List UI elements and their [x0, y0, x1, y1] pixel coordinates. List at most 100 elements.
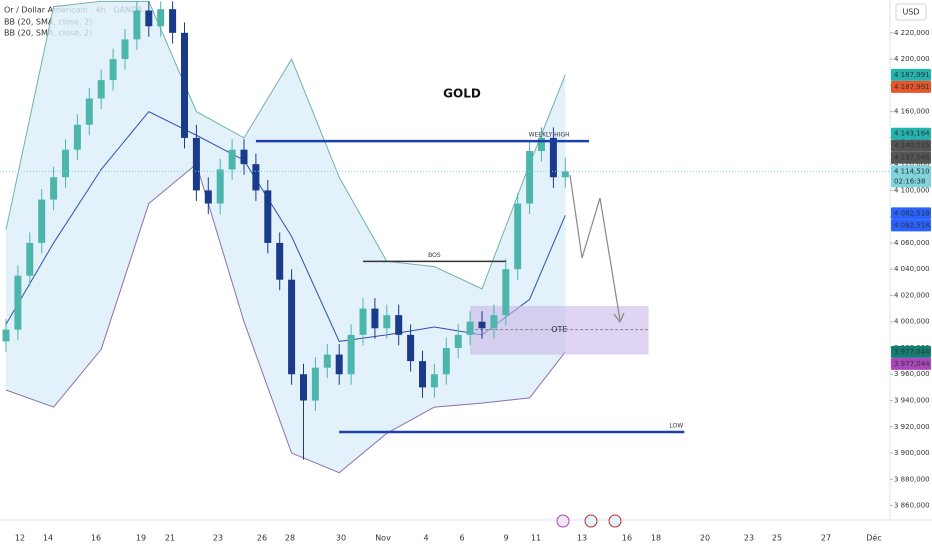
y-tick-label: 3 880,000 — [894, 475, 930, 483]
candle-body — [85, 98, 93, 125]
projection-arrow — [569, 174, 621, 321]
y-tick-label: 4 000,000 — [894, 318, 930, 326]
candle-body — [204, 190, 212, 204]
level-label: WEEKLY HIGH — [529, 132, 570, 139]
x-tick-label: 26 — [257, 534, 267, 543]
x-tick-label: 23 — [744, 534, 754, 543]
x-tick-label: 16 — [91, 534, 101, 543]
candle-body — [252, 164, 260, 191]
event-icon[interactable] — [556, 514, 570, 528]
candle-body — [430, 374, 438, 388]
candle-body — [359, 308, 367, 335]
candle-body — [502, 269, 510, 316]
x-tick-label: 6 — [459, 534, 464, 543]
candle-body — [109, 59, 117, 81]
x-tick-label: 4 — [423, 534, 428, 543]
y-tick-label: 3 900,000 — [894, 449, 930, 457]
price-tag — [891, 80, 931, 93]
price-tag — [891, 219, 931, 232]
candle-body — [62, 149, 69, 178]
candle-body — [561, 171, 569, 178]
candle-body — [157, 9, 165, 27]
candle-body — [228, 149, 236, 170]
candle-body — [288, 279, 296, 375]
candle-body — [478, 321, 486, 329]
candle-body — [395, 315, 403, 335]
candle-body — [454, 334, 462, 348]
y-tick-label: 3 960,000 — [894, 370, 930, 378]
x-tick-label: 9 — [503, 534, 508, 543]
arrow-head — [613, 312, 625, 324]
candle-body — [264, 190, 272, 243]
event-icon[interactable] — [584, 514, 598, 528]
candle-body — [240, 149, 248, 165]
price-tag-label: 4 082,518 — [894, 221, 930, 229]
candle-body — [169, 9, 177, 33]
candle-body — [407, 334, 415, 362]
ote-label: OTE — [551, 325, 567, 334]
candle-body — [383, 315, 391, 329]
candle-body — [133, 10, 141, 40]
candle-body — [514, 203, 522, 270]
price-tag — [891, 151, 931, 164]
candle-body — [38, 199, 46, 243]
y-tick-label: 4 220,000 — [894, 29, 930, 37]
x-tick-label: Déc — [866, 533, 881, 543]
event-icon[interactable] — [608, 514, 622, 528]
candle-body — [419, 361, 426, 388]
band-line — [5, 0, 566, 290]
candle-body — [145, 10, 153, 27]
level-label: LOW — [669, 423, 683, 430]
y-tick-label: 3 940,000 — [894, 397, 930, 405]
y-tick-label: 3 860,000 — [894, 502, 930, 510]
x-tick-label: 19 — [136, 534, 146, 543]
candle-body — [490, 315, 498, 329]
x-tick-label: 16 — [622, 534, 632, 543]
price-tag — [891, 357, 931, 370]
candle-body — [73, 124, 81, 150]
price-tag — [891, 68, 931, 81]
candle-body — [371, 308, 379, 329]
x-tick-label: 20 — [700, 534, 710, 543]
band-fill — [6, 1, 566, 473]
price-tag — [891, 207, 931, 220]
candle-body — [526, 151, 534, 204]
band-line — [5, 163, 566, 474]
x-tick-label: 23 — [213, 534, 223, 543]
price-tag-label: 4 187,991 — [894, 83, 930, 91]
price-tag — [891, 345, 931, 358]
price-tag-label: 4 114,510 — [894, 167, 930, 175]
candle-body — [26, 242, 34, 276]
x-tick-label: 27 — [821, 534, 831, 543]
price-tag-label: 3 977,044 — [894, 348, 930, 356]
candle-body — [323, 354, 331, 368]
x-tick-label: 28 — [285, 534, 295, 543]
price-tag-label: 4 140,035 — [894, 142, 930, 150]
candle-body — [181, 32, 188, 138]
candle-body — [347, 334, 355, 375]
x-tick-label: 18 — [651, 534, 661, 543]
candle-body — [97, 80, 105, 99]
indicator-legend: BB (20, SMA, close, 2) — [4, 18, 92, 27]
y-tick-label: 4 040,000 — [894, 265, 930, 273]
y-tick-label: 4 060,000 — [894, 239, 930, 247]
candle-body — [538, 137, 545, 152]
x-tick-label: Nov — [375, 534, 391, 543]
x-tick-label: 13 — [577, 534, 587, 543]
candle-body — [50, 177, 58, 200]
currency-box[interactable] — [895, 3, 927, 21]
candle-body — [14, 275, 22, 330]
candle-body — [300, 374, 307, 401]
x-tick-label: 21 — [165, 534, 175, 543]
y-tick-label: 4 160,000 — [894, 108, 930, 116]
price-tag-time: 02:16:38 — [894, 177, 925, 185]
event-icons[interactable] — [556, 514, 622, 528]
x-tick-label: 14 — [43, 534, 53, 543]
price-tag-label: 4 137,546 — [894, 154, 930, 162]
candle-body — [549, 137, 557, 178]
x-tick-label: 12 — [15, 534, 25, 543]
price-tag-label: 3 977,044 — [894, 360, 930, 368]
candle-body — [2, 329, 10, 342]
price-tag-label: 4 143,164 — [894, 130, 930, 138]
candle-body — [442, 347, 450, 375]
